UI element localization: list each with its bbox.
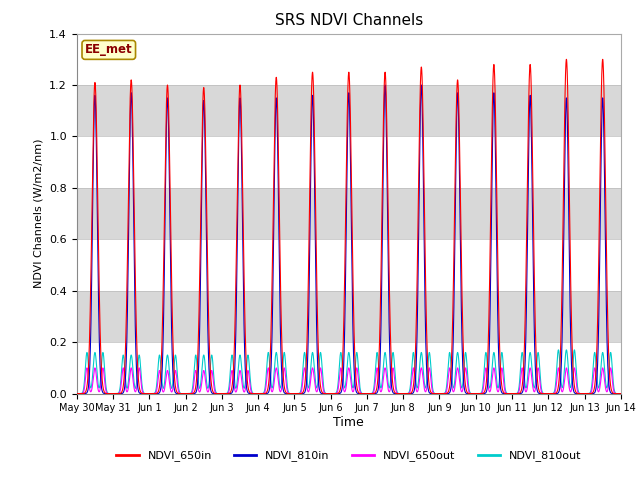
Text: EE_met: EE_met [85,43,132,56]
NDVI_650out [189,385,197,391]
NDVI_650out [424,375,431,381]
NDVI_810in [276,328,284,334]
Line: NDVI_650in: NDVI_650in [77,60,621,394]
X-axis label: Time: Time [333,416,364,429]
NDVI_650out [617,391,625,396]
NDVI_650out [184,391,191,396]
NDVI_650in [617,391,625,396]
Legend: NDVI_650in, NDVI_810in, NDVI_650out, NDVI_810out: NDVI_650in, NDVI_810in, NDVI_650out, NDV… [112,446,586,466]
NDVI_810out [617,391,625,396]
NDVI_650out [501,389,509,395]
NDVI_650in [501,391,509,396]
NDVI_810in [184,391,191,396]
NDVI_810out [501,384,509,390]
Line: NDVI_650out: NDVI_650out [77,368,621,394]
NDVI_650out [615,391,623,396]
NDVI_650out [276,389,284,395]
NDVI_650out [73,391,81,396]
NDVI_810out [276,385,284,391]
NDVI_810out [615,391,623,396]
NDVI_810out [184,391,191,396]
NDVI_810in [617,391,625,396]
NDVI_810in [501,391,509,396]
Bar [77,188,621,240]
NDVI_810in [417,82,425,88]
NDVI_810in [424,384,431,390]
NDVI_810out [73,391,81,396]
Bar [77,85,621,136]
NDVI_810in [73,391,81,396]
NDVI_650in [424,363,431,369]
Line: NDVI_810out: NDVI_810out [77,350,621,394]
NDVI_650in [73,391,81,396]
NDVI_810out [570,347,578,353]
NDVI_810in [189,391,197,396]
Line: NDVI_810in: NDVI_810in [77,85,621,394]
NDVI_650in [189,390,197,396]
NDVI_650in [276,277,284,283]
Y-axis label: NDVI Channels (W/m2/nm): NDVI Channels (W/m2/nm) [34,139,44,288]
NDVI_650in [184,391,191,396]
NDVI_650in [599,57,607,62]
NDVI_650in [615,391,623,396]
NDVI_810out [189,380,197,385]
Title: SRS NDVI Channels: SRS NDVI Channels [275,13,423,28]
NDVI_810in [615,391,623,396]
NDVI_810out [424,364,431,370]
NDVI_650out [83,365,91,371]
Bar [77,291,621,342]
